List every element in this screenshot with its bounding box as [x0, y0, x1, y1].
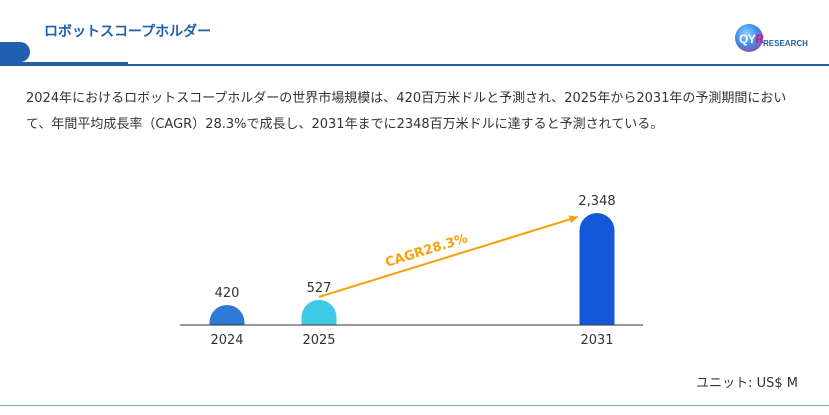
category-label-2025: 2025 — [302, 333, 335, 348]
bar-2024 — [209, 304, 245, 325]
value-label-2024: 420 — [215, 286, 240, 301]
market-summary-text: 2024年におけるロボットスコープホルダーの世界市場規模は、420百万米ドルと予… — [26, 91, 787, 132]
category-label-2031: 2031 — [580, 333, 613, 348]
cagr-arrow — [318, 215, 579, 298]
footer-divider — [0, 405, 829, 406]
logo-text-sub: RESEARCH — [763, 39, 808, 48]
header-divider — [0, 64, 829, 66]
value-label-2025: 527 — [307, 281, 332, 296]
bar-2031 — [579, 213, 615, 325]
unit-label: ユニット: US$ M — [696, 376, 798, 391]
logo-globe-icon — [735, 24, 763, 52]
category-label-2024: 2024 — [210, 333, 243, 348]
page-title: ロボットスコープホルダー — [44, 24, 212, 40]
qyresearch-logo: QYR RESEARCH — [735, 23, 808, 59]
header-divider-accent — [0, 62, 128, 66]
bar-2025 — [301, 299, 337, 325]
header-accent-tab — [0, 42, 30, 62]
logo-text-accent: R — [755, 32, 764, 46]
value-label-2031: 2,348 — [578, 194, 615, 209]
cagr-annotation: CAGR28.3% — [384, 231, 470, 271]
logo-text-main: QY — [739, 32, 756, 46]
